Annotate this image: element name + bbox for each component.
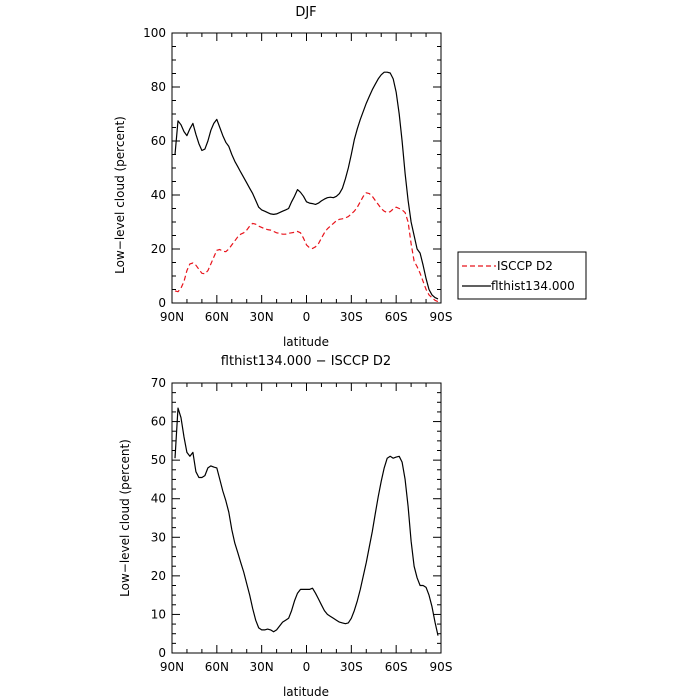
chart-top-xtick-label: 60S <box>385 310 408 324</box>
chart-bottom-xtick-label: 90S <box>430 660 453 674</box>
chart-bottom-ytick-label: 10 <box>151 607 166 621</box>
chart-bottom-series-line-0 <box>174 407 439 636</box>
chart-bottom-ytick-label: 70 <box>151 376 166 390</box>
chart-top-xtick-label: 30S <box>340 310 363 324</box>
chart-top-series-line-0 <box>174 192 439 303</box>
chart-bottom-ticks: 90N 60N 30N 0 30S 60S 90S 0 10 20 30 40 50 60 70 <box>151 376 453 674</box>
chart-top-xtick-label: 0 <box>303 310 311 324</box>
chart-bottom-xtick-label: 0 <box>303 660 311 674</box>
chart-top-ylabel: Low−level cloud (percent) <box>113 116 127 274</box>
chart-bottom-ytick-label: 0 <box>158 646 166 660</box>
chart-bottom-ylabel: Low−level cloud (percent) <box>118 439 132 597</box>
legend-label-flthist: flthist134.000 <box>491 279 575 293</box>
chart-top-frame <box>171 32 442 304</box>
chart-top: DJF Low−level cloud (percent) latitude 9… <box>113 5 452 349</box>
chart-bottom-frame <box>171 382 442 654</box>
chart-bottom-series <box>174 407 439 636</box>
chart-bottom-title: flthist134.000 − ISCCP D2 <box>221 354 391 369</box>
chart-bottom-xtick-label: 30S <box>340 660 363 674</box>
chart-bottom-xtick-label: 30N <box>250 660 274 674</box>
chart-top-ytick-label: 60 <box>151 134 166 148</box>
chart-top-ytick-label: 40 <box>151 188 166 202</box>
chart-top-series <box>174 71 439 303</box>
chart-top-ytick-label: 100 <box>143 26 166 40</box>
chart-top-ytick-label: 0 <box>158 296 166 310</box>
legend: ISCCP D2 flthist134.000 <box>457 251 587 300</box>
chart-top-series-line-1 <box>174 71 439 300</box>
chart-top-xtick-label: 30N <box>250 310 274 324</box>
chart-bottom-ytick-label: 20 <box>151 569 166 583</box>
chart-top-xtick-label: 90N <box>160 310 184 324</box>
chart-top-title: DJF <box>295 5 316 20</box>
chart-bottom: flthist134.000 − ISCCP D2 Low−level clou… <box>118 354 452 699</box>
chart-bottom-xtick-label: 90N <box>160 660 184 674</box>
chart-top-xtick-label: 90S <box>430 310 453 324</box>
chart-bottom-ytick-label: 50 <box>151 453 166 467</box>
legend-label-isccp: ISCCP D2 <box>497 259 553 273</box>
chart-bottom-xtick-label: 60S <box>385 660 408 674</box>
chart-top-xlabel: latitude <box>283 335 329 349</box>
chart-bottom-ytick-label: 30 <box>151 530 166 544</box>
chart-bottom-ytick-label: 60 <box>151 415 166 429</box>
chart-bottom-xtick-label: 60N <box>205 660 229 674</box>
chart-top-xtick-label: 60N <box>205 310 229 324</box>
chart-top-ytick-label: 20 <box>151 242 166 256</box>
chart-top-ytick-label: 80 <box>151 80 166 94</box>
chart-top-ticks: 90N 60N 30N 0 30S 60S 90S 0 20 40 60 80 100 <box>143 26 452 324</box>
chart-bottom-xlabel: latitude <box>283 685 329 699</box>
legend-box <box>457 251 587 300</box>
chart-bottom-ytick-label: 40 <box>151 492 166 506</box>
